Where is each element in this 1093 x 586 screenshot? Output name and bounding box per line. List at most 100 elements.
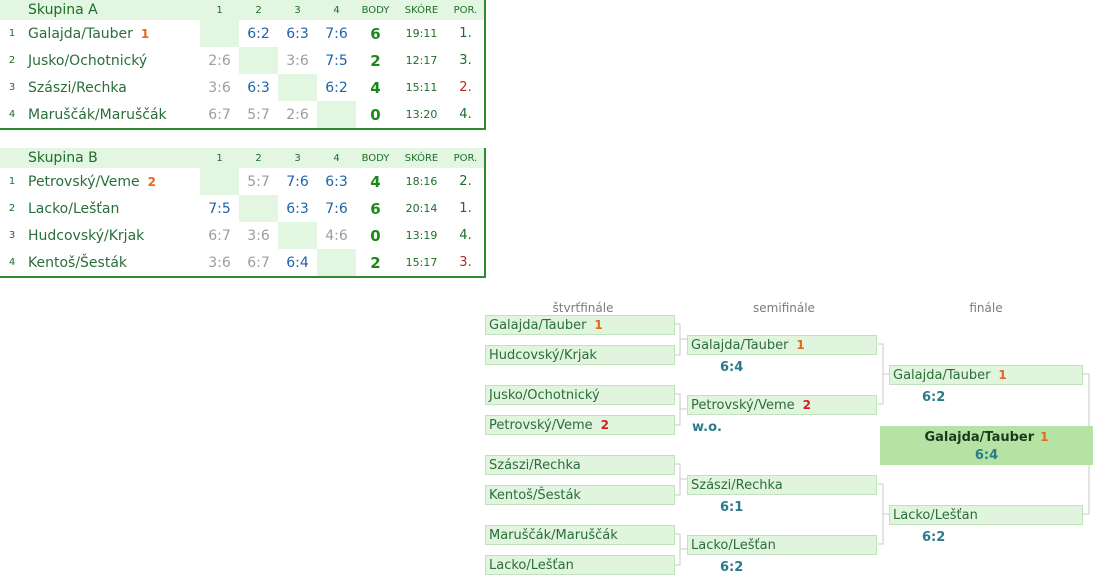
col-header-4: 4 [333,152,340,164]
team-name[interactable]: Galajda/Tauber [28,25,133,42]
table-row: 1 Galajda/Tauber 1 6:2 6:3 7:6 6 19:11 1. [0,20,484,47]
self-cell [200,20,239,47]
match-result[interactable]: 4:6 [325,227,348,244]
bracket-slot-qf[interactable]: Szászi/Rechka [485,455,675,475]
col-header-rank: POR. [453,152,478,164]
seed-badge: 1 [998,368,1007,382]
team-name[interactable]: Petrovský/Veme [28,173,140,190]
team-link[interactable]: Szászi/Rechka [28,74,127,101]
seed-badge: 2 [147,174,156,189]
bracket-slot-qf[interactable]: Lacko/Lešťan [485,555,675,575]
seed-badge: 2 [802,398,811,412]
team-name[interactable]: Jusko/Ochotnický [28,52,148,69]
match-score[interactable]: 6:2 [922,530,946,545]
team-name[interactable]: Lacko/Lešťan [28,200,120,217]
team-name[interactable]: Lacko/Lešťan [691,537,776,553]
match-result[interactable]: 3:6 [247,227,270,244]
team-name[interactable]: Szászi/Rechka [489,457,581,473]
match-result[interactable]: 6:3 [325,173,348,190]
team-name[interactable]: Szászi/Rechka [691,477,783,493]
score-value: 15:11 [405,81,438,94]
match-result[interactable]: 6:4 [286,254,309,271]
team-name[interactable]: Hudcovský/Krjak [28,227,145,244]
team-name[interactable]: Lacko/Lešťan [489,557,574,573]
points-value: 6 [370,199,381,218]
match-result[interactable]: 7:5 [325,52,348,69]
match-result[interactable]: 3:6 [286,52,309,69]
points-value: 2 [370,253,381,272]
match-result[interactable]: 2:6 [208,52,231,69]
team-name[interactable]: Jusko/Ochotnický [489,387,600,403]
bracket-slot-final[interactable]: Lacko/Lešťan [889,505,1083,525]
champion-box[interactable]: Galajda/Tauber 1 6:4 [880,426,1093,465]
bracket-slot-qf[interactable]: Maruščák/Maruščák [485,525,675,545]
team-link[interactable]: Jusko/Ochotnický [28,47,147,74]
match-result[interactable]: 6:2 [325,79,348,96]
match-score[interactable]: w.o. [692,420,722,435]
champion-name[interactable]: Galajda/Tauber [924,430,1035,445]
team-name[interactable]: Maruščák/Maruščák [489,527,618,543]
match-result[interactable]: 6:7 [247,254,270,271]
match-result[interactable]: 6:3 [286,200,309,217]
bracket-slot-qf[interactable]: Galajda/Tauber 1 [485,315,675,335]
team-name[interactable]: Petrovský/Veme [489,417,593,433]
bracket-slot-qf[interactable]: Kentoš/Šesták [485,485,675,505]
self-cell [317,101,356,128]
bracket-slot-sf[interactable]: Galajda/Tauber 1 [687,335,877,355]
team-name[interactable]: Galajda/Tauber [893,367,991,383]
match-result[interactable]: 6:7 [208,106,231,123]
team-link[interactable]: Hudcovský/Krjak [28,222,144,249]
points-value: 4 [370,172,381,191]
champion-line: Galajda/Tauber 1 [880,430,1093,445]
final-score[interactable]: 6:4 [974,448,999,463]
team-link[interactable]: Maruščák/Maruščák [28,101,167,128]
match-result[interactable]: 6:7 [208,227,231,244]
rank-value: 1. [459,201,472,216]
match-score[interactable]: 6:2 [922,390,946,405]
team-link[interactable]: Kentoš/Šesták [28,249,127,276]
team-name[interactable]: Kentoš/Šesták [489,487,581,503]
bracket-slot-qf[interactable]: Hudcovský/Krjak [485,345,675,365]
team-name[interactable]: Petrovský/Veme [691,397,795,413]
team-name[interactable]: Galajda/Tauber [691,337,789,353]
team-name[interactable]: Galajda/Tauber [489,317,587,333]
seed-badge: 1 [594,318,603,332]
match-result[interactable]: 6:3 [286,25,309,42]
bracket-slot-qf[interactable]: Jusko/Ochotnický [485,385,675,405]
match-result[interactable]: 2:6 [286,106,309,123]
team-name[interactable]: Szászi/Rechka [28,79,127,96]
bracket-slot-sf[interactable]: Szászi/Rechka [687,475,877,495]
team-name[interactable]: Lacko/Lešťan [893,507,978,523]
col-header-rank: POR. [453,4,478,16]
bracket-slot-final[interactable]: Galajda/Tauber 1 [889,365,1083,385]
match-result[interactable]: 7:6 [286,173,309,190]
match-result[interactable]: 7:5 [208,200,231,217]
match-result[interactable]: 3:6 [208,79,231,96]
bracket-slot-sf[interactable]: Lacko/Lešťan [687,535,877,555]
points-value: 2 [370,51,381,70]
team-name[interactable]: Kentoš/Šesták [28,254,128,271]
match-score[interactable]: 6:1 [720,500,744,515]
match-result[interactable]: 5:7 [247,106,270,123]
match-result[interactable]: 7:6 [325,200,348,217]
team-link[interactable]: Petrovský/Veme 2 [28,168,156,195]
match-score[interactable]: 6:2 [720,560,744,575]
row-index: 2 [8,55,16,66]
bracket-slot-qf[interactable]: Petrovský/Veme 2 [485,415,675,435]
self-cell [317,249,356,276]
bracket-slot-sf[interactable]: Petrovský/Veme 2 [687,395,877,415]
match-result[interactable]: 3:6 [208,254,231,271]
team-name[interactable]: Hudcovský/Krjak [489,347,597,363]
table-row: 3 Hudcovský/Krjak 6:7 3:6 4:6 0 13:19 4. [0,222,484,249]
team-link[interactable]: Lacko/Lešťan [28,195,119,222]
team-name[interactable]: Maruščák/Maruščák [28,106,167,123]
col-header-4: 4 [333,4,340,16]
match-result[interactable]: 6:2 [247,25,270,42]
table-row: 1 Petrovský/Veme 2 5:7 7:6 6:3 4 18:16 2. [0,168,484,195]
team-link[interactable]: Galajda/Tauber 1 [28,20,149,47]
match-result[interactable]: 7:6 [325,25,348,42]
match-result[interactable]: 5:7 [247,173,270,190]
match-score[interactable]: 6:4 [720,360,744,375]
match-result[interactable]: 6:3 [247,79,270,96]
